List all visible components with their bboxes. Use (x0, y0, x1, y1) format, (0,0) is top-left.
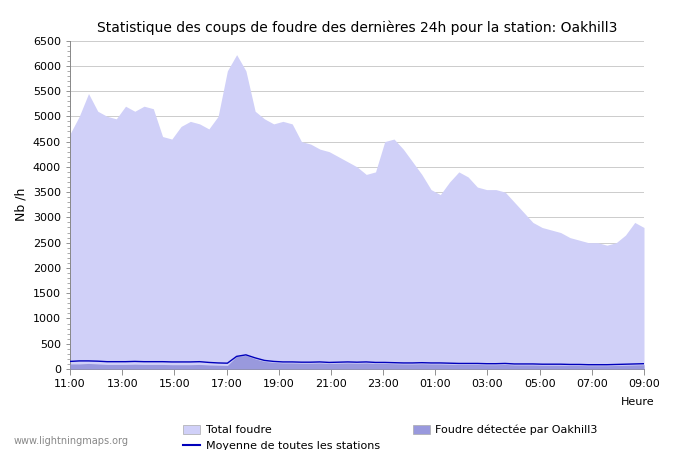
Text: Heure: Heure (621, 397, 654, 407)
Text: www.lightningmaps.org: www.lightningmaps.org (14, 436, 129, 446)
Title: Statistique des coups de foudre des dernières 24h pour la station: Oakhill3: Statistique des coups de foudre des dern… (97, 21, 617, 35)
Y-axis label: Nb /h: Nb /h (14, 188, 27, 221)
Legend: Total foudre, Moyenne de toutes les stations, Foudre détectée par Oakhill3: Total foudre, Moyenne de toutes les stat… (179, 421, 602, 450)
